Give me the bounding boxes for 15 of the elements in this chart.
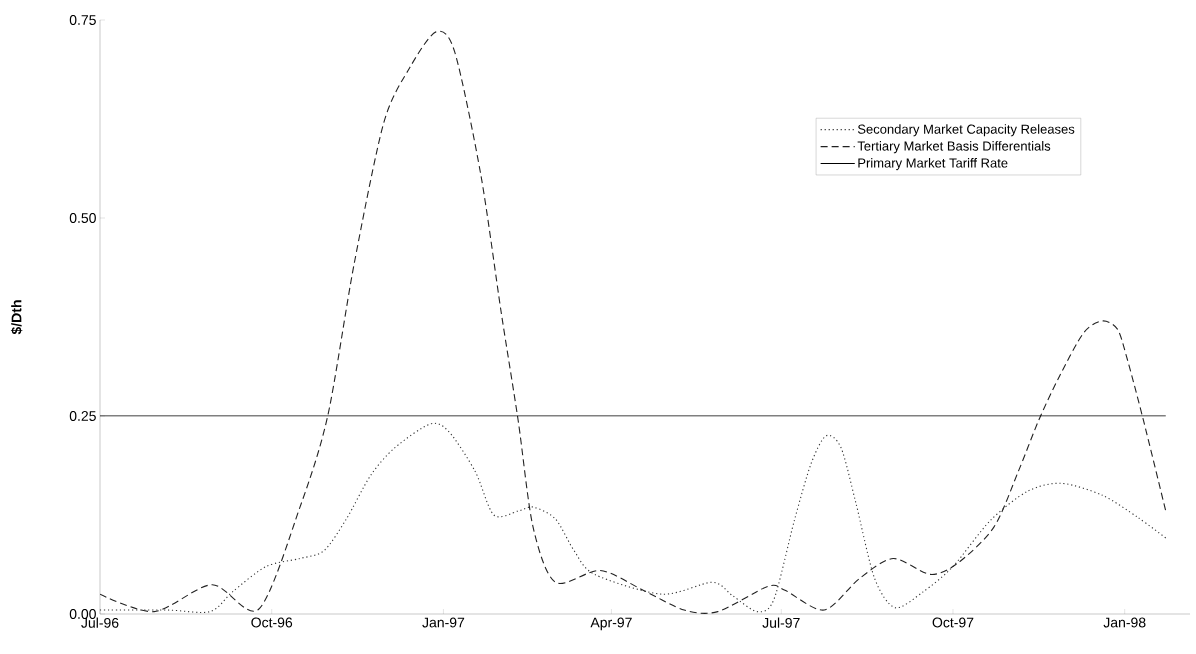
y-tick-label: 0.50 xyxy=(69,213,96,223)
x-tick-label: Jan-98 xyxy=(1103,617,1146,628)
y-axis-title: $/Dth xyxy=(10,300,23,335)
y-tick-label: 0.75 xyxy=(69,15,96,25)
y-tick-label: 0.00 xyxy=(69,609,96,619)
x-tick-label: Jul-96 xyxy=(81,617,119,628)
legend-label: Tertiary Market Basis Differentials xyxy=(857,141,1051,154)
x-tick-label: Apr-97 xyxy=(590,617,632,631)
x-tick-label: Jul-97 xyxy=(762,617,800,628)
x-tick-label: Jan-97 xyxy=(422,617,465,628)
x-tick-label: Oct-97 xyxy=(932,617,974,628)
legend-label: Secondary Market Capacity Releases xyxy=(857,124,1075,137)
y-tick-label: 0.25 xyxy=(69,411,96,421)
legend-label: Primary Market Tariff Rate xyxy=(858,158,1008,171)
x-tick-label: Oct-96 xyxy=(251,617,293,628)
